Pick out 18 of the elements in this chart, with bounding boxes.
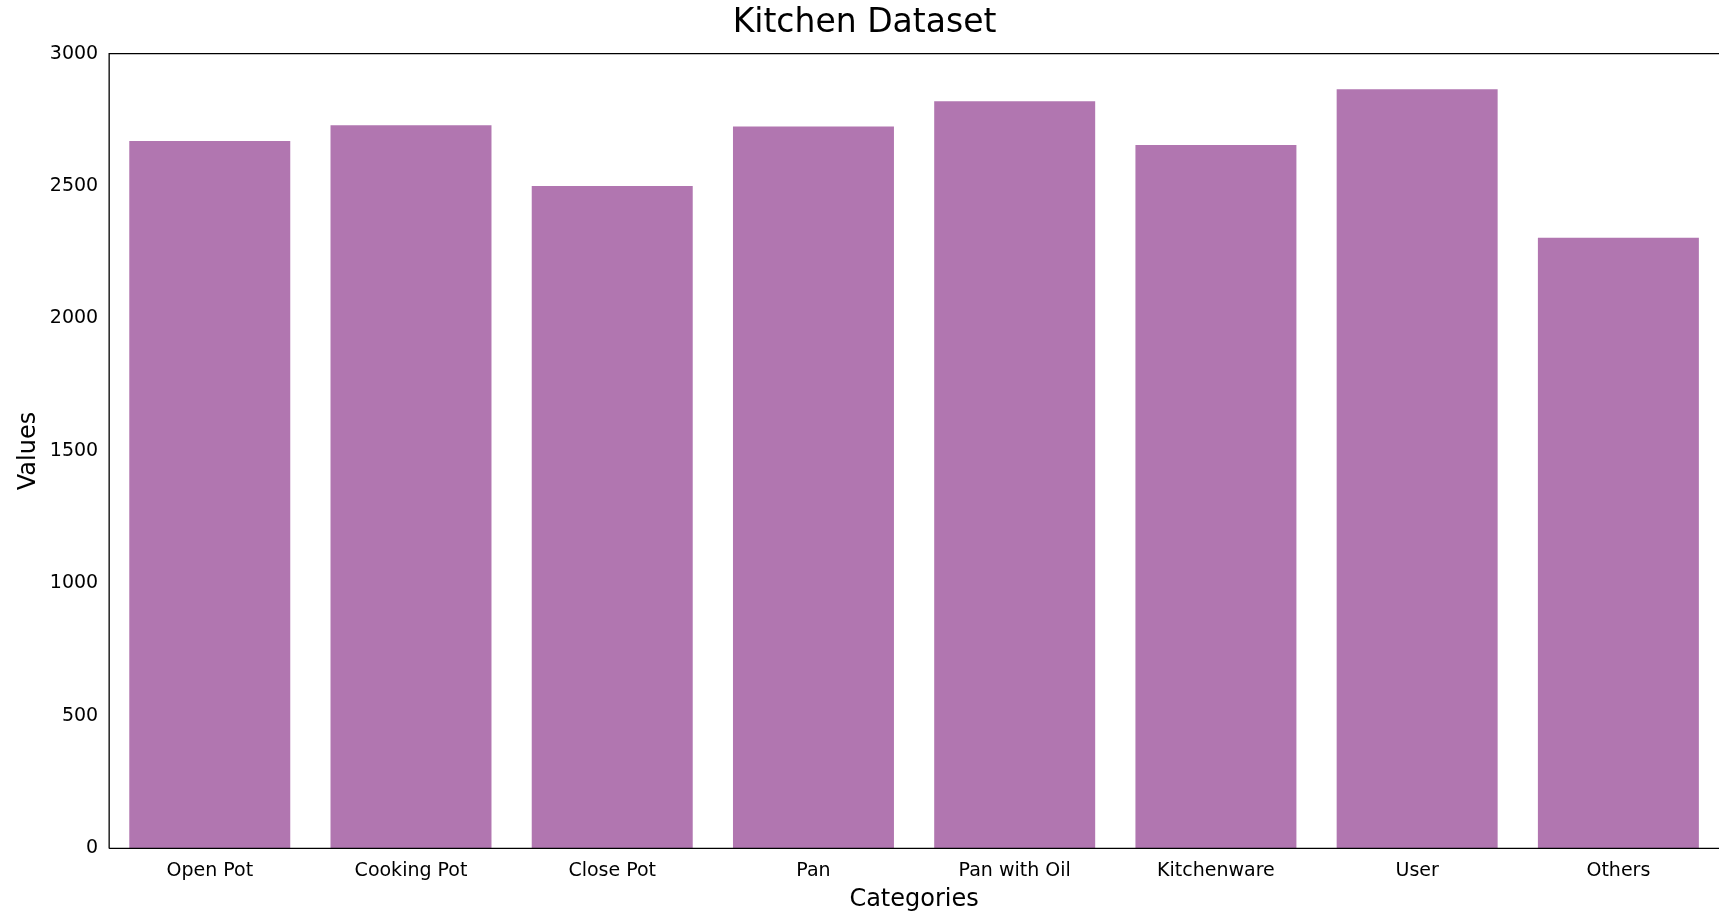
y-tick-label: 0 bbox=[86, 835, 99, 858]
x-tick-label: Cooking Pot bbox=[354, 857, 468, 880]
y-tick-label: 3000 bbox=[49, 40, 99, 63]
y-axis-title: Values bbox=[12, 411, 41, 491]
y-tick-label: 500 bbox=[61, 702, 99, 725]
x-axis-title: Categories bbox=[849, 883, 979, 912]
x-tick-label: Pan bbox=[796, 857, 831, 880]
y-tick-label: 1500 bbox=[49, 437, 99, 460]
x-tick-label: Kitchenware bbox=[1157, 857, 1275, 880]
y-tick-label: 2500 bbox=[49, 173, 99, 195]
chart-title: Kitchen Dataset bbox=[732, 1, 997, 41]
x-tick-label: User bbox=[1395, 857, 1439, 880]
x-tick-label: Open Pot bbox=[166, 857, 254, 880]
x-tick-label: Close Pot bbox=[568, 857, 657, 880]
x-tick-label: Others bbox=[1586, 857, 1651, 880]
y-tick-label: 2000 bbox=[49, 305, 99, 328]
x-tick-label: Pan with Oil bbox=[958, 857, 1071, 880]
y-tick-label: 1000 bbox=[49, 570, 99, 593]
